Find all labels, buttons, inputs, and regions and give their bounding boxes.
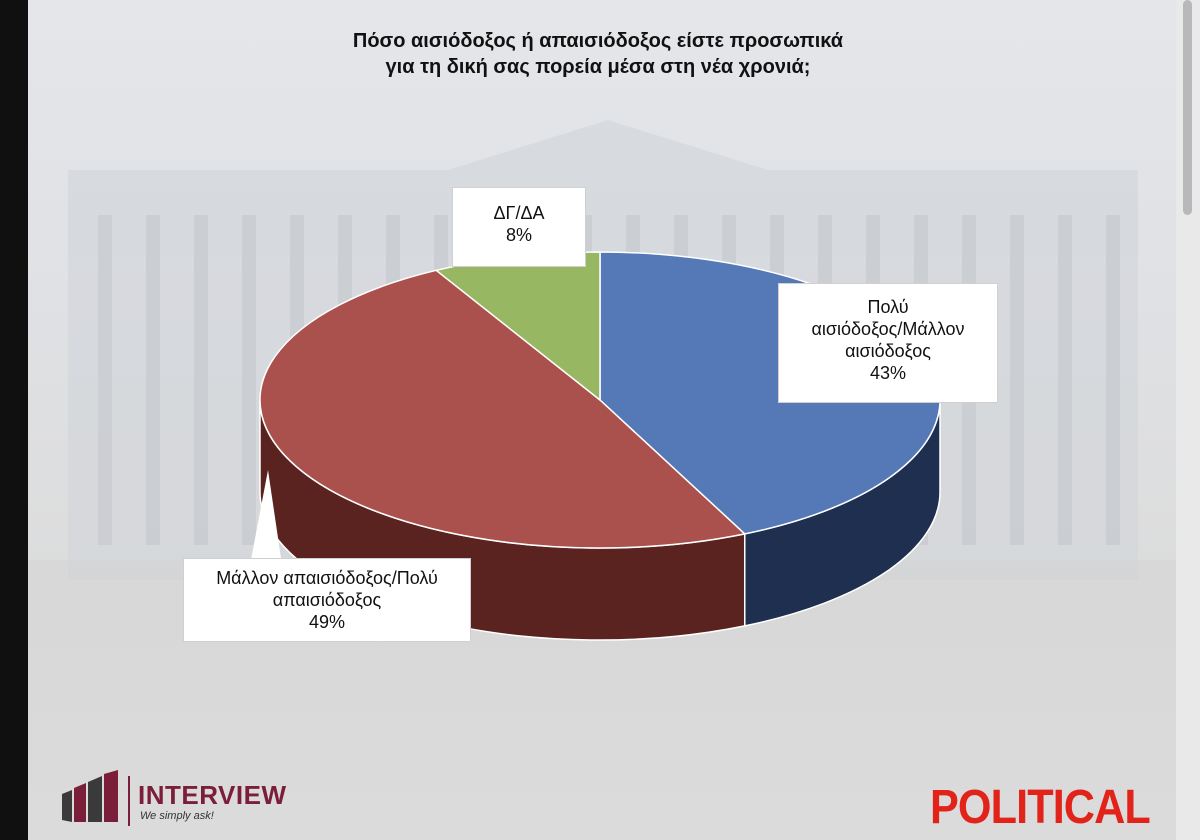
background-column [1010,215,1024,545]
data-label-optimistic-line-3: αισιόδοξος [845,341,931,361]
title-line-2: για τη δική σας πορεία μέσα στη νέα χρον… [385,56,811,78]
data-label-pessimistic-line-1: Μάλλον απαισιόδοξος/Πολύ [216,568,438,588]
data-label-pessimistic-value: 49% [308,612,346,632]
chart-title: Πόσο αισιόδοξος ή απαισιόδοξος είστε προ… [158,28,1038,80]
background-column [242,215,256,545]
scrollbar-thumb[interactable] [1183,0,1192,215]
data-label-optimistic-line-1: Πολύ [867,297,909,317]
pie-slice-1 [259,269,747,549]
data-label-optimistic-line-2: αισιόδοξος/Μάλλον [811,319,965,339]
background-column [146,215,160,545]
interview-logo-mark [62,770,118,822]
interview-logo-name: INTERVIEW [138,780,287,810]
background-column [1058,215,1072,545]
data-label-optimistic: Πολύ αισιόδοξος/Μάλλον αισιόδοξος 43% [778,283,998,403]
data-label-pessimistic: Μάλλον απαισιόδοξος/Πολύ απαισιόδοξος 49… [183,558,471,642]
data-label-pessimistic-line-2: απαισιόδοξος [272,590,382,610]
interview-logo: INTERVIEW We simply ask! [58,770,318,830]
title-line-1: Πόσο αισιόδοξος ή απαισιόδοξος είστε προ… [352,30,844,52]
political-logo: POLITICAL [930,781,1151,834]
background-column [194,215,208,545]
background-column [1106,215,1120,545]
data-label-dk-na: ΔΓ/ΔΑ 8% [452,187,586,267]
background-column [98,215,112,545]
data-label-dk-na-value: 8% [505,225,532,245]
data-label-dk-na-line-1: ΔΓ/ΔΑ [493,203,545,223]
data-label-pessimistic-pointer [250,470,282,565]
interview-logo-tagline: We simply ask! [140,810,214,822]
interview-logo-divider [128,776,130,826]
data-label-optimistic-value: 43% [869,363,907,383]
